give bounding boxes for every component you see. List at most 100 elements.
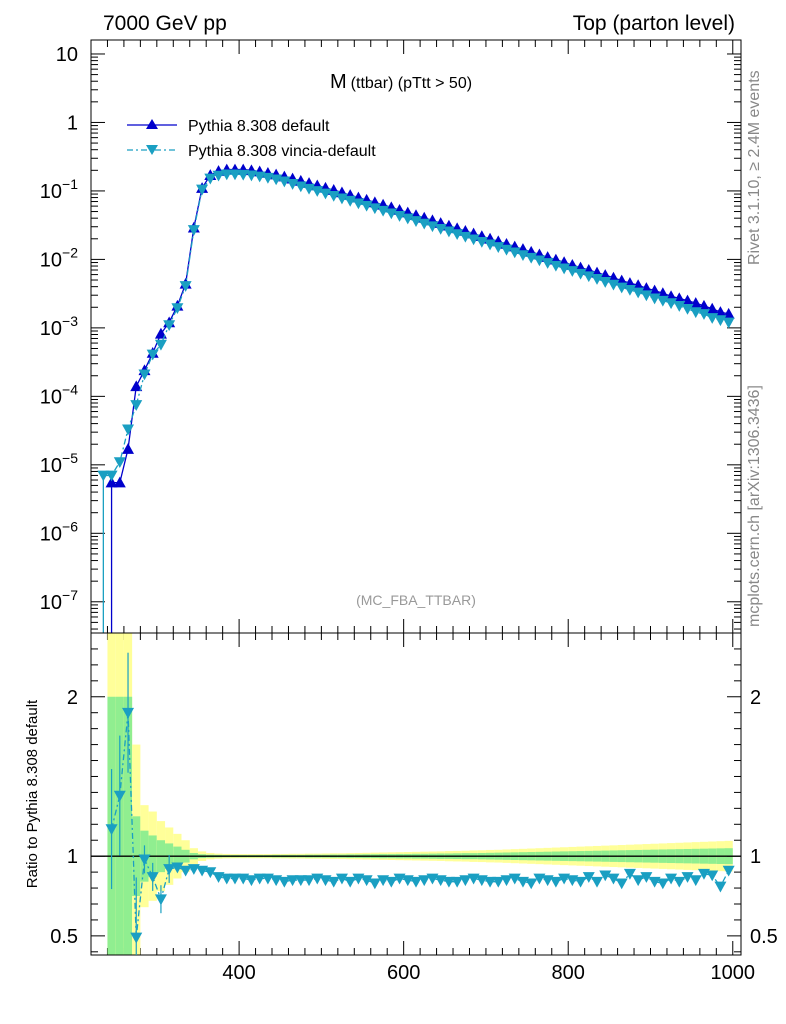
ratio-point [245, 875, 258, 887]
ratio-point [294, 875, 307, 887]
data-point [105, 476, 118, 488]
data-point [113, 476, 126, 488]
data-point [665, 298, 678, 310]
y-tick-label: 10−3 [40, 313, 78, 340]
ratio-point [113, 790, 126, 802]
data-point [640, 290, 653, 302]
ratio-point [549, 876, 562, 888]
ratio-uncertainty-band [123, 696, 133, 955]
data-point [632, 279, 645, 291]
ratio-point [508, 873, 521, 885]
ratio-point [146, 872, 159, 883]
ratio-point [599, 870, 612, 882]
rivet-version-label: Rivet 3.1.10, ≥ 2.4M events [746, 70, 763, 265]
ratio-point [130, 932, 143, 944]
ratio-point [451, 876, 464, 888]
data-point [130, 380, 143, 392]
data-point [673, 292, 686, 304]
data-point [154, 327, 167, 339]
source-reference-label: mcplots.cern.ch [arXiv:1306.3436] [746, 385, 763, 627]
ratio-point [327, 876, 340, 888]
analysis-annotation: (MC_FBA_TTBAR) [356, 592, 476, 608]
y-tick-label: 10−1 [40, 176, 78, 203]
data-point [656, 287, 669, 299]
ratio-point [722, 865, 735, 877]
data-point [228, 169, 241, 181]
ratio-point [253, 873, 266, 885]
data-point [591, 274, 604, 285]
ratio-plot-panel: 0.5 0.5 1 1 2 2 Ratio to Pythia 8.308 default [24, 632, 778, 956]
data-point [122, 424, 135, 436]
ratio-point [714, 881, 727, 893]
data-point [566, 266, 579, 277]
ratio-point [492, 876, 505, 888]
data-point [154, 339, 167, 351]
y-tick-label: 10−2 [40, 244, 78, 271]
ratio-series-line [110, 712, 730, 938]
data-point [681, 303, 694, 315]
ratio-point [673, 876, 686, 888]
ratio-point [385, 876, 398, 888]
ratio-point [706, 870, 719, 882]
data-point [163, 320, 176, 332]
data-point [697, 309, 710, 320]
legend-label-default: Pythia 8.308 default [188, 118, 330, 135]
data-point [204, 173, 217, 185]
ratio-point [220, 873, 233, 885]
x-tick-label: 600 [387, 962, 420, 984]
data-point [97, 470, 110, 482]
data-point [245, 170, 258, 182]
header-process-label: Top (parton level) [573, 12, 735, 35]
ratio-frame [90, 632, 742, 956]
ratio-point [615, 878, 628, 890]
ratio-point [623, 868, 636, 880]
ratio-y-tick-label: 0.5 [50, 926, 78, 948]
data-point [220, 169, 233, 181]
data-point [673, 301, 686, 312]
ratio-point [228, 873, 241, 885]
ratio-point [122, 707, 135, 719]
ratio-point [105, 824, 118, 836]
ratio-point [574, 876, 587, 888]
ratio-y-tick-label-right: 2 [750, 687, 761, 709]
ratio-point [689, 875, 702, 887]
x-tick-label: 800 [552, 962, 585, 984]
ratio-point [368, 878, 381, 890]
data-point [146, 349, 159, 361]
data-point [113, 457, 126, 468]
data-point [187, 225, 200, 236]
data-point [196, 184, 209, 196]
main-plot-panel: 10−7 10−6 10−5 10−4 10−3 10−2 10−1 1 10 400 600 800… [40, 39, 755, 984]
ratio-point [665, 873, 678, 885]
ratio-point [681, 872, 694, 883]
ratio-point [179, 865, 192, 877]
ratio-point [656, 878, 669, 890]
ratio-point [500, 875, 513, 887]
y-tick-label: 1 [67, 112, 78, 134]
data-point [138, 369, 151, 381]
data-point [237, 169, 250, 181]
ratio-point [360, 875, 373, 887]
legend-marker-default [146, 119, 158, 129]
plot-subtitle: (ttbar) (pTtt > 50) [351, 75, 472, 92]
ratio-point [204, 867, 217, 879]
data-point [179, 281, 192, 292]
ratio-point [335, 873, 348, 885]
ratio-point [171, 862, 184, 874]
plot-title: M [330, 71, 347, 93]
ratio-y-axis-label: Ratio to Pythia 8.308 default [24, 699, 41, 888]
ratio-point [163, 864, 176, 875]
ratio-point [442, 876, 455, 888]
y-tick-label: 10−4 [40, 381, 78, 408]
ratio-point [410, 876, 422, 888]
ratio-point [484, 876, 497, 888]
ratio-y-tick-label: 2 [67, 687, 78, 709]
data-point [648, 284, 661, 296]
ratio-point [138, 854, 151, 866]
legend-label-vincia: Pythia 8.308 vincia-default [188, 143, 376, 160]
y-tick-label: 10 [56, 44, 78, 66]
legend-marker-vincia [146, 145, 158, 155]
ratio-point [607, 873, 620, 885]
ratio-y-tick-label: 1 [67, 846, 78, 868]
